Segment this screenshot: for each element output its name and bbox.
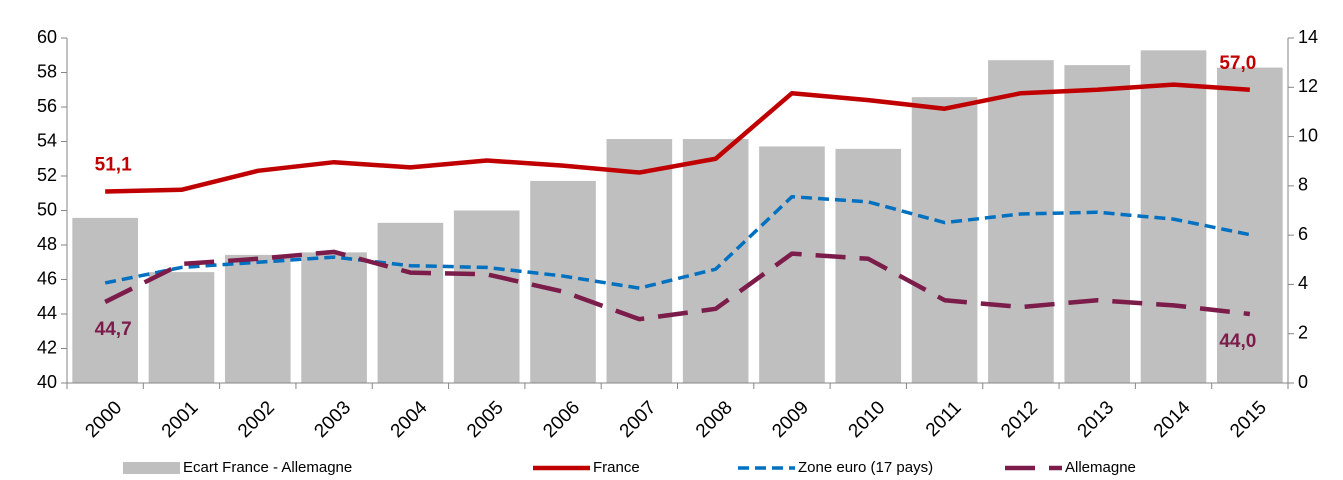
legend-swatch — [123, 462, 180, 474]
bar — [530, 180, 596, 383]
y2-tick-label: 10 — [1298, 125, 1318, 145]
x-tick-label: 2008 — [692, 397, 737, 442]
bar — [835, 148, 902, 383]
bar — [606, 139, 673, 383]
y2-tick-label: 8 — [1298, 175, 1308, 195]
legend-label: Ecart France - Allemagne — [183, 459, 352, 476]
legend-label: Zone euro (17 pays) — [798, 459, 933, 476]
bar — [148, 272, 215, 383]
y-tick-label: 58 — [37, 61, 57, 81]
x-tick-label: 2000 — [81, 397, 126, 442]
bar — [911, 97, 978, 384]
x-tick-label: 2010 — [845, 397, 890, 442]
x-tick-label: 2015 — [1226, 397, 1271, 442]
y2-tick-label: 2 — [1298, 322, 1308, 342]
x-tick-label: 2011 — [922, 397, 966, 441]
data-label: 44,0 — [1219, 331, 1256, 352]
data-label: 51,1 — [95, 155, 132, 176]
x-tick-label: 2004 — [387, 397, 432, 442]
y-tick-label: 52 — [37, 165, 57, 185]
x-tick-label: 2001 — [158, 397, 203, 442]
line-2 — [104, 194, 1251, 290]
y2-tick-label: 4 — [1298, 273, 1308, 293]
y-tick-label: 48 — [37, 234, 57, 254]
bar — [301, 252, 367, 383]
bar — [377, 222, 444, 383]
y-tick-label: 44 — [37, 303, 57, 323]
data-label: 57,0 — [1219, 53, 1256, 74]
y-tick-label: 56 — [37, 96, 57, 116]
y2-tick-label: 0 — [1298, 372, 1308, 392]
y-tick-label: 60 — [37, 27, 57, 47]
y-tick-label: 46 — [37, 268, 57, 288]
bar — [1217, 67, 1283, 384]
y2-tick-label: 12 — [1298, 76, 1318, 96]
y2-tick-label: 14 — [1298, 27, 1318, 47]
x-tick-label: 2006 — [539, 397, 584, 442]
x-tick-label: 2005 — [463, 397, 508, 442]
line-1 — [105, 82, 1250, 194]
y-tick-label: 50 — [37, 199, 57, 219]
y2-tick-label: 6 — [1298, 224, 1308, 244]
legend-label: Allemagne — [1065, 459, 1136, 476]
x-tick-label: 2003 — [310, 397, 355, 442]
bar — [988, 60, 1054, 384]
bar — [453, 210, 520, 383]
y-tick-label: 42 — [37, 337, 57, 357]
bar — [682, 139, 749, 383]
x-tick-label: 2013 — [1074, 397, 1119, 442]
x-tick-label: 2014 — [1150, 397, 1195, 442]
data-label: 44,7 — [95, 319, 132, 340]
legend-label: France — [593, 459, 640, 476]
x-tick-label: 2009 — [768, 397, 813, 442]
line-3 — [104, 249, 1251, 322]
bar — [1064, 65, 1131, 383]
y-tick-label: 54 — [37, 130, 57, 150]
x-tick-label: 2002 — [234, 397, 279, 442]
y-tick-label: 40 — [37, 372, 57, 392]
bar — [224, 254, 291, 383]
x-tick-label: 2012 — [997, 397, 1042, 442]
bar — [1140, 50, 1207, 383]
x-tick-label: 2007 — [616, 397, 661, 442]
bar — [759, 146, 825, 383]
